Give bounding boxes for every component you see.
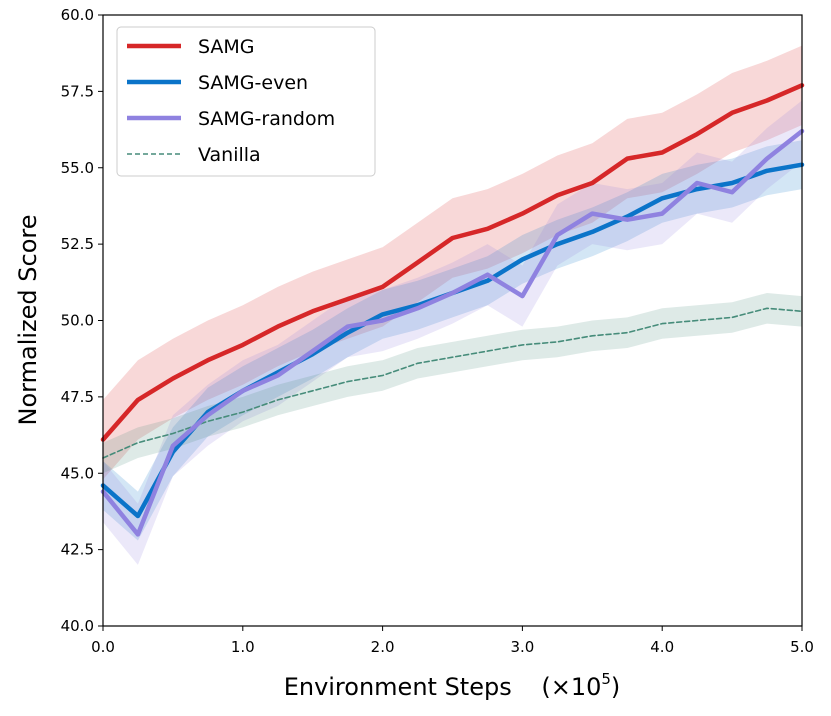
band-samg-even [103, 140, 802, 541]
band-vanilla [103, 293, 802, 474]
legend-label-samg: SAMG [198, 36, 255, 58]
x-axis-title: Environment Steps (×105) [284, 670, 621, 701]
y-tick-label: 40.0 [61, 617, 94, 635]
x-axis-title-main: Environment Steps [284, 673, 512, 701]
x-tick-label: 5.0 [790, 638, 814, 656]
band-samg [103, 45, 802, 480]
x-tick-label: 0.0 [91, 638, 115, 656]
series-line-samg [100, 83, 805, 442]
series-lines [100, 83, 805, 537]
y-tick-label: 45.0 [61, 464, 94, 482]
y-tick-label: 60.0 [61, 6, 94, 24]
legend-label-vanilla: Vanilla [198, 144, 261, 166]
x-tick-label: 3.0 [510, 638, 534, 656]
x-axis-title-exponent: 5 [601, 670, 611, 688]
y-tick-label: 55.0 [61, 159, 94, 177]
y-tick-label: 57.5 [61, 82, 94, 100]
series-line-samg-random [100, 128, 805, 537]
y-tick-label: 52.5 [61, 235, 94, 253]
series-line-vanilla [102, 307, 803, 459]
y-axis-ticks: 40.0 42.5 45.0 47.5 50.0 52.5 55.0 57.5 60.0 [61, 6, 103, 635]
y-axis-title: Normalized Score [14, 215, 42, 426]
y-tick-label: 50.0 [61, 312, 94, 330]
x-axis-title-multiplier: (×10 [541, 673, 601, 701]
y-tick-label: 42.5 [61, 541, 94, 559]
x-tick-label: 4.0 [650, 638, 674, 656]
x-axis-title-close: ) [611, 673, 620, 701]
legend-box [116, 26, 376, 177]
legend-label-samg-random: SAMG-random [198, 108, 335, 130]
x-tick-label: 2.0 [371, 638, 395, 656]
y-tick-label: 47.5 [61, 388, 94, 406]
legend: SAMG SAMG-even SAMG-random Vanilla [116, 26, 376, 177]
x-axis-ticks: 0.0 1.0 2.0 3.0 4.0 5.0 [91, 626, 814, 656]
legend-label-samg-even: SAMG-even [198, 72, 308, 94]
x-tick-label: 1.0 [231, 638, 255, 656]
